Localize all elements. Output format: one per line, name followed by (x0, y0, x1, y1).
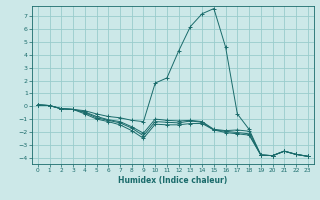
X-axis label: Humidex (Indice chaleur): Humidex (Indice chaleur) (118, 176, 228, 185)
